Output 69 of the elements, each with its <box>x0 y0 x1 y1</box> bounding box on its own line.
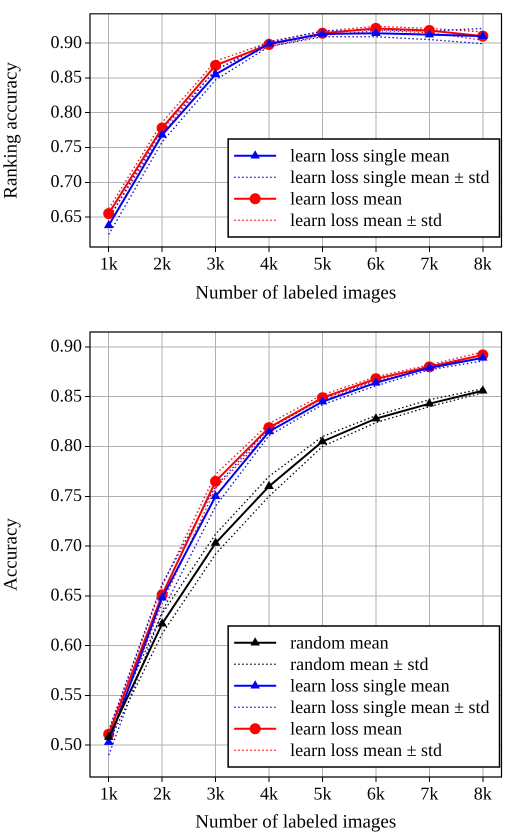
point <box>318 396 328 404</box>
y-tick-label: 0.50 <box>50 734 82 754</box>
point <box>157 129 167 138</box>
x-tick-label: 7k <box>420 254 438 274</box>
x-tick-label: 4k <box>260 784 278 804</box>
y-tick-label: 0.90 <box>50 336 82 356</box>
point <box>210 476 222 487</box>
point <box>371 413 381 422</box>
legend-label: learn loss single mean ± std <box>290 166 490 187</box>
legend-label: random mean <box>290 632 389 652</box>
point <box>371 28 381 36</box>
point <box>478 30 488 39</box>
point <box>103 208 114 220</box>
y-tick-label: 0.70 <box>50 170 82 191</box>
y-tick-label: 0.65 <box>50 206 82 226</box>
y-axis-title: Ranking accuracy <box>0 62 22 199</box>
legend-label: learn loss single mean <box>290 675 450 696</box>
point <box>424 29 434 38</box>
x-tick-label: 3k <box>206 254 225 274</box>
point <box>210 490 220 500</box>
x-tick-label: 5k <box>313 784 332 804</box>
legend-label: learn loss mean ± std <box>290 210 442 230</box>
x-axis-title: Number of labeled images <box>195 812 396 833</box>
point <box>264 426 274 434</box>
x-tick-label: 5k <box>313 254 332 274</box>
legend-label: learn loss single mean ± std <box>290 696 490 717</box>
y-tick-label: 0.55 <box>50 684 82 704</box>
x-tick-label: 8k <box>474 784 492 804</box>
x-tick-label: 6k <box>366 254 385 274</box>
x-tick-label: 3k <box>206 784 225 804</box>
x-tick-label: 6k <box>366 784 385 804</box>
x-axis-title: Number of labeled images <box>195 282 396 304</box>
point <box>104 732 114 740</box>
point <box>371 377 381 386</box>
y-tick-label: 0.65 <box>50 584 82 605</box>
y-tick-label: 0.70 <box>50 534 82 555</box>
y-tick-label: 0.80 <box>50 101 82 122</box>
y-tick-label: 0.90 <box>50 32 82 52</box>
point <box>157 618 167 626</box>
y-axis-title: Accuracy <box>0 518 22 591</box>
y-tick-label: 0.85 <box>50 385 82 406</box>
legend-label: learn loss single mean <box>290 145 450 166</box>
point <box>210 538 220 546</box>
x-tick-label: 4k <box>260 254 278 274</box>
y-tick-label: 0.85 <box>50 66 82 87</box>
point <box>210 60 222 71</box>
point <box>264 38 274 46</box>
point <box>104 220 114 228</box>
x-tick-label: 8k <box>474 254 492 274</box>
point <box>210 68 220 78</box>
legend-label: random mean ± std <box>290 654 429 674</box>
x-tick-label: 7k <box>420 784 438 804</box>
y-tick-label: 0.80 <box>50 435 82 456</box>
point <box>424 398 434 406</box>
legend-label: learn loss mean <box>290 188 402 208</box>
point <box>264 480 274 490</box>
point <box>478 385 488 394</box>
legend-label: learn loss mean <box>290 718 402 738</box>
x-tick-label: 2k <box>153 784 172 804</box>
y-tick-label: 0.60 <box>50 634 82 654</box>
legend-label: learn loss mean ± std <box>290 740 442 760</box>
y-tick-label: 0.75 <box>50 484 82 505</box>
y-tick-label: 0.75 <box>50 136 82 156</box>
point <box>478 352 488 361</box>
x-tick-label: 2k <box>153 254 172 274</box>
x-tick-label: 1k <box>100 254 118 274</box>
point <box>157 592 167 601</box>
x-tick-label: 1k <box>100 784 118 804</box>
point <box>318 436 328 444</box>
